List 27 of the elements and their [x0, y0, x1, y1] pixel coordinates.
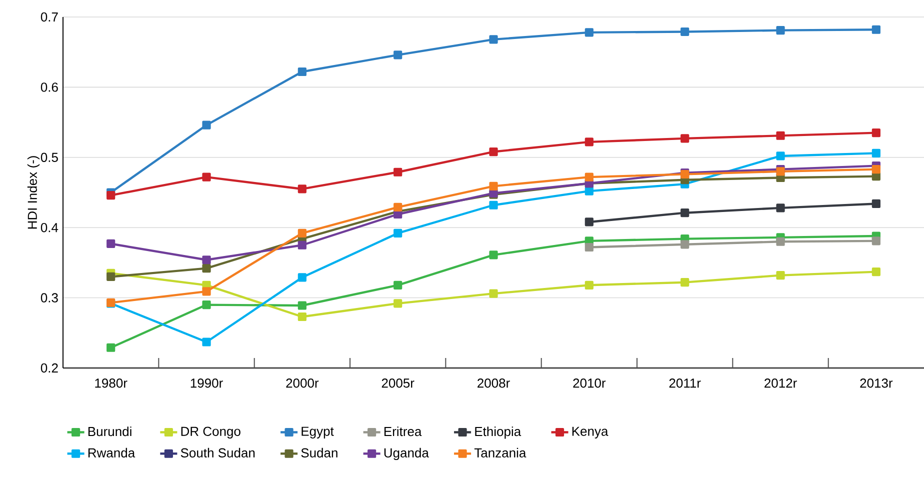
legend-label: DR Congo [181, 426, 240, 439]
legend-label: Rwanda [88, 448, 136, 458]
y-tick-label: 0.4 [40, 222, 58, 232]
legend-label: Kenya [572, 426, 608, 438]
y-tick-label: 0.6 [40, 82, 58, 92]
x-tick-label: 1980r [95, 378, 128, 388]
legend-label: Sudan [301, 448, 338, 458]
legend-label: Egypt [302, 426, 334, 438]
y-axis-title: HDI Index (-) [27, 156, 40, 229]
x-tick-label: 2010r [573, 378, 606, 388]
legend-label: Ethiopia [475, 426, 522, 439]
legend-label: Burundi [88, 426, 132, 436]
y-tick-label: 0.5 [40, 152, 58, 162]
legend-label: South Sudan [180, 448, 255, 458]
y-tick-label: 0.2 [40, 363, 58, 373]
x-tick-label: 2005r [382, 378, 414, 388]
legend-label: Tanzania [474, 448, 526, 458]
y-tick-label: 0.7 [40, 12, 58, 22]
x-tick-label: 2011r [669, 378, 701, 388]
x-tick-label: 2012r [764, 378, 797, 388]
x-tick-label: 2000r [286, 378, 319, 388]
legend-label: Uganda [384, 448, 429, 460]
legend-label: Eritrea [384, 426, 422, 436]
x-tick-label: 1990r [190, 378, 223, 388]
y-tick-label: 0.3 [40, 293, 58, 302]
x-tick-label: 2008r [478, 378, 510, 388]
x-tick-label: 2013r [860, 378, 893, 388]
